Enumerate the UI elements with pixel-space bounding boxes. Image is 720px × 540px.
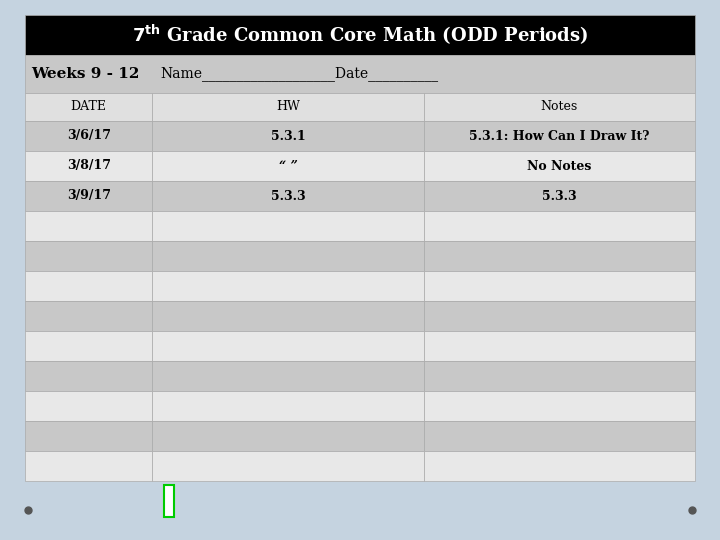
- Text: 5.3.3: 5.3.3: [542, 190, 577, 202]
- Bar: [25, 121, 153, 151]
- Bar: [153, 391, 423, 421]
- Bar: [153, 151, 423, 181]
- Bar: [153, 181, 423, 211]
- Text: Weeks 9 - 12: Weeks 9 - 12: [31, 67, 140, 81]
- Text: DATE: DATE: [71, 100, 107, 113]
- Bar: [153, 121, 423, 151]
- Bar: [153, 331, 423, 361]
- Bar: [25, 93, 153, 121]
- Text: 3/6/17: 3/6/17: [67, 130, 111, 143]
- Bar: [153, 211, 423, 241]
- Bar: [423, 241, 695, 271]
- Bar: [423, 391, 695, 421]
- Text: Notes: Notes: [541, 100, 578, 113]
- Bar: [423, 421, 695, 451]
- Bar: [153, 93, 423, 121]
- Bar: [423, 361, 695, 391]
- Bar: [423, 331, 695, 361]
- Bar: [423, 451, 695, 481]
- Bar: [25, 301, 153, 331]
- Text: 3/8/17: 3/8/17: [67, 159, 111, 172]
- Bar: [25, 181, 153, 211]
- Bar: [153, 271, 423, 301]
- Text: 5.3.1: 5.3.1: [271, 130, 305, 143]
- Bar: [423, 271, 695, 301]
- Bar: [25, 241, 153, 271]
- Bar: [423, 93, 695, 121]
- Bar: [25, 361, 153, 391]
- Bar: [25, 421, 153, 451]
- Bar: [25, 391, 153, 421]
- Bar: [25, 55, 695, 93]
- Bar: [423, 301, 695, 331]
- Bar: [164, 485, 174, 517]
- Text: 3/9/17: 3/9/17: [67, 190, 111, 202]
- Text: HW: HW: [276, 100, 300, 113]
- Bar: [423, 181, 695, 211]
- Bar: [423, 121, 695, 151]
- Bar: [153, 241, 423, 271]
- Bar: [25, 151, 153, 181]
- Bar: [153, 451, 423, 481]
- Bar: [423, 211, 695, 241]
- Text: No Notes: No Notes: [527, 159, 592, 172]
- Text: $\mathbf{7^{th}}$ Grade Common Core Math (ODD Periods): $\mathbf{7^{th}}$ Grade Common Core Math…: [132, 23, 588, 47]
- Bar: [25, 211, 153, 241]
- Bar: [153, 301, 423, 331]
- Bar: [25, 451, 153, 481]
- Text: 5.3.1: How Can I Draw It?: 5.3.1: How Can I Draw It?: [469, 130, 649, 143]
- Bar: [153, 361, 423, 391]
- Text: Name___________________Date__________: Name___________________Date__________: [161, 66, 438, 82]
- Text: 5.3.3: 5.3.3: [271, 190, 305, 202]
- Bar: [423, 151, 695, 181]
- Bar: [153, 421, 423, 451]
- Bar: [25, 271, 153, 301]
- Text: “ ”: “ ”: [279, 159, 297, 172]
- Bar: [25, 331, 153, 361]
- Bar: [25, 15, 695, 55]
